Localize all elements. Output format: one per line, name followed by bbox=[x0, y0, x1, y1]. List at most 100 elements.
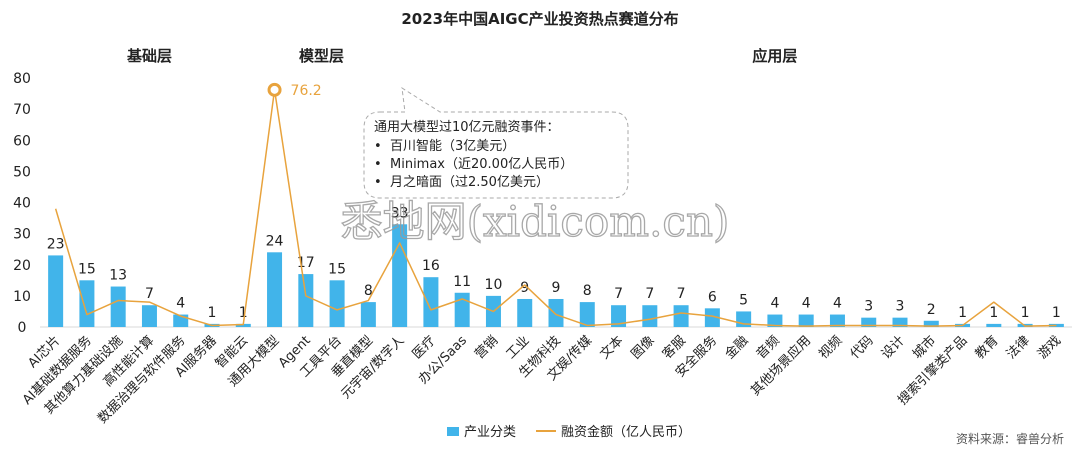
bar-value-label: 4 bbox=[176, 296, 185, 312]
bar bbox=[892, 317, 908, 327]
bar-value-label: 9 bbox=[520, 280, 529, 296]
peak-marker bbox=[267, 82, 282, 97]
category-label: 金融 bbox=[722, 333, 752, 363]
bar bbox=[298, 274, 314, 327]
bar-value-label: 23 bbox=[47, 236, 65, 252]
callout-bullet: • bbox=[374, 139, 382, 154]
category-label: 视频 bbox=[816, 333, 845, 362]
y-tick-label: 30 bbox=[13, 227, 31, 243]
bar bbox=[141, 305, 157, 327]
category-label: 文本 bbox=[597, 333, 626, 362]
bar bbox=[986, 323, 1002, 327]
bar-value-label: 15 bbox=[328, 261, 346, 277]
bar-value-label: 13 bbox=[109, 268, 127, 284]
group-label: 基础层 bbox=[126, 47, 172, 65]
category-label: 法律 bbox=[1004, 333, 1033, 362]
bar-value-label: 24 bbox=[266, 233, 284, 249]
bars bbox=[48, 224, 1064, 327]
y-tick-label: 0 bbox=[18, 320, 27, 336]
y-tick-label: 40 bbox=[13, 196, 31, 212]
bar-value-label: 7 bbox=[145, 286, 154, 302]
legend-line-label: 融资金额（亿人民币） bbox=[561, 424, 691, 440]
bar bbox=[235, 323, 251, 327]
bar-value-label: 2 bbox=[927, 302, 936, 318]
category-label: 教育 bbox=[972, 333, 1002, 363]
bar-value-label: 1 bbox=[208, 305, 217, 321]
bar bbox=[110, 286, 126, 327]
bar-value-label: 4 bbox=[770, 296, 779, 312]
bar-value-label: 7 bbox=[645, 286, 654, 302]
y-tick-label: 10 bbox=[13, 289, 31, 305]
bar-value-label: 7 bbox=[677, 286, 686, 302]
watermark: 悉地网(xidicom.cn) bbox=[341, 197, 730, 246]
bar-value-label: 15 bbox=[78, 261, 96, 277]
bar-value-label: 3 bbox=[896, 299, 905, 315]
callout-bullet: • bbox=[374, 157, 382, 172]
bar bbox=[454, 292, 470, 327]
financing-line: 76.2 bbox=[54, 82, 1057, 327]
y-tick-label: 50 bbox=[13, 164, 31, 180]
bar bbox=[861, 317, 877, 327]
group-label: 模型层 bbox=[299, 47, 344, 65]
category-label: 代码 bbox=[848, 333, 877, 362]
bar-value-label: 1 bbox=[989, 305, 998, 321]
bar bbox=[548, 298, 564, 327]
bar-value-label: 1 bbox=[1021, 305, 1030, 321]
y-tick-label: 60 bbox=[13, 133, 31, 149]
bar-value-label: 16 bbox=[422, 258, 440, 274]
callout-title: 通用大模型过10亿元融资事件： bbox=[374, 120, 560, 135]
callout-item: 百川智能（3亿美元） bbox=[390, 139, 515, 154]
bar bbox=[704, 308, 720, 327]
bar-value-label: 1 bbox=[1052, 305, 1061, 321]
financing-line-path bbox=[54, 89, 1057, 327]
bar-value-label: 5 bbox=[739, 292, 748, 308]
bar bbox=[923, 320, 939, 327]
bar bbox=[642, 305, 658, 327]
callout-box bbox=[363, 87, 629, 199]
legend-bar-swatch bbox=[447, 427, 459, 436]
y-tick-label: 20 bbox=[13, 258, 31, 274]
peak-label: 76.2 bbox=[291, 83, 322, 99]
bar-value-label: 1 bbox=[958, 305, 967, 321]
bar bbox=[329, 280, 345, 327]
bar bbox=[829, 314, 845, 327]
bar bbox=[79, 280, 95, 327]
bar bbox=[267, 252, 283, 327]
group-labels: 基础层 模型层 应用层 bbox=[126, 47, 797, 65]
bar bbox=[360, 302, 376, 327]
category-label: 游戏 bbox=[1035, 333, 1064, 362]
bar-value-label: 6 bbox=[708, 289, 717, 305]
bar bbox=[767, 314, 783, 327]
group-label: 应用层 bbox=[752, 47, 797, 65]
legend-bar-label: 产业分类 bbox=[464, 425, 516, 440]
bar bbox=[423, 277, 439, 327]
callout-bullet: • bbox=[374, 175, 382, 190]
bar bbox=[611, 305, 627, 327]
bar-value-label: 3 bbox=[864, 299, 873, 315]
annotation-callout: 通用大模型过10亿元融资事件： • 百川智能（3亿美元） • Minimax（近… bbox=[363, 87, 629, 199]
bar-value-label: 8 bbox=[583, 283, 592, 299]
y-tick-label: 80 bbox=[13, 71, 31, 87]
bar bbox=[579, 302, 595, 327]
bar-value-label: 4 bbox=[833, 296, 842, 312]
category-labels: AI芯片AI基础数据服务其他算力基础设施高性能计算数据治理与软件服务AI服务器智… bbox=[19, 333, 1064, 427]
bar-value-label: 4 bbox=[802, 296, 811, 312]
category-label: 营销 bbox=[472, 333, 501, 362]
callout-item: Minimax（近20.00亿人民币） bbox=[390, 157, 573, 172]
callout-item: 月之暗面（过2.50亿美元） bbox=[390, 175, 549, 190]
category-label: 图像 bbox=[629, 333, 658, 362]
bar-value-label: 1 bbox=[239, 305, 248, 321]
bar-value-label: 7 bbox=[614, 286, 623, 302]
bar bbox=[673, 305, 689, 327]
bar-value-label: 8 bbox=[364, 283, 373, 299]
bar bbox=[48, 255, 64, 327]
bar-value-label: 10 bbox=[485, 277, 503, 293]
bar-value-label: 9 bbox=[552, 280, 561, 296]
bar bbox=[798, 314, 814, 327]
legend: 产业分类 融资金额（亿人民币） bbox=[447, 424, 691, 440]
source-note: 资料来源：睿兽分析 bbox=[956, 431, 1064, 446]
bar-value-label: 11 bbox=[453, 274, 471, 290]
chart-title: 2023年中国AIGC产业投资热点赛道分布 bbox=[401, 10, 678, 28]
